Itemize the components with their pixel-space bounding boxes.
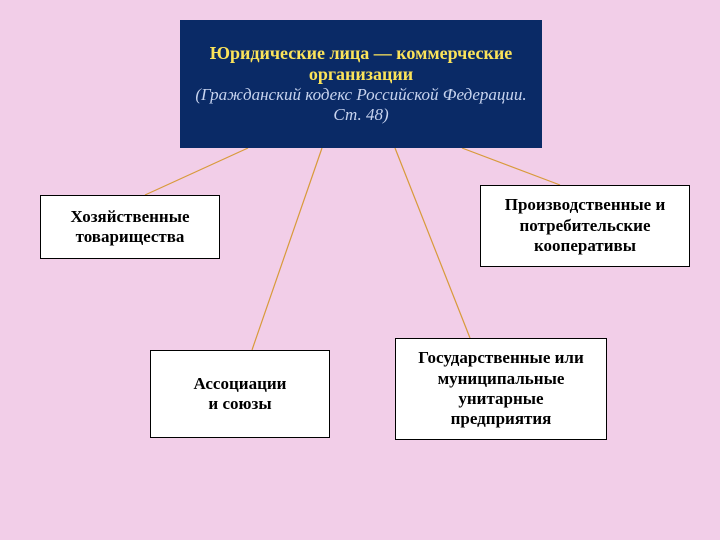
child-label: предприятия — [451, 409, 552, 429]
child-label: и союзы — [208, 394, 271, 414]
child-node-associations: Ассоциациии союзы — [150, 350, 330, 438]
child-node-unitary: Государственные илимуниципальныеунитарны… — [395, 338, 607, 440]
connector-line — [145, 148, 248, 195]
root-title: Юридические лица — коммерческие организа… — [191, 43, 531, 85]
child-label: муниципальные — [438, 369, 565, 389]
child-node-cooperatives: Производственные ипотребительскиекоопера… — [480, 185, 690, 267]
child-label: Государственные или — [418, 348, 584, 368]
root-node: Юридические лица — коммерческие организа… — [180, 20, 542, 148]
child-label: потребительские — [519, 216, 650, 236]
child-label: Ассоциации — [194, 374, 287, 394]
child-label: кооперативы — [534, 236, 636, 256]
child-label: Производственные и — [505, 195, 666, 215]
slide-canvas: Юридические лица — коммерческие организа… — [0, 0, 720, 540]
connector-line — [462, 148, 560, 185]
child-node-partnerships: Хозяйственныетоварищества — [40, 195, 220, 259]
child-label: унитарные — [458, 389, 543, 409]
connector-line — [252, 148, 322, 350]
root-subtitle: (Гражданский кодекс Российской Федерации… — [191, 85, 531, 125]
child-label: Хозяйственные — [70, 207, 189, 227]
child-label: товарищества — [76, 227, 185, 247]
connector-line — [395, 148, 470, 338]
